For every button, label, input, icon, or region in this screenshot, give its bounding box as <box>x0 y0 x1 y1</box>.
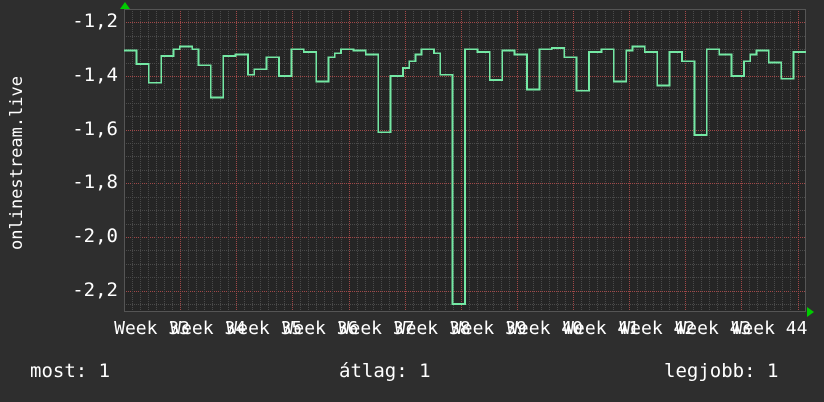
legend-row: most: 1 átlag: 1 legjobb: 1 <box>0 358 824 394</box>
data-series-line <box>124 45 806 305</box>
stat-average-value: 1 <box>419 360 431 382</box>
y-axis-tick-label: -2,2 <box>72 278 118 301</box>
y-axis-tick-label: -1,6 <box>72 117 118 140</box>
x-axis-tick-label: Week 39 <box>450 318 527 339</box>
y-axis-arrow-icon <box>120 2 130 9</box>
x-axis-tick-label: Week 34 <box>170 318 247 339</box>
plot-area <box>124 9 806 312</box>
plot-background <box>124 9 806 312</box>
y-axis-tick-label: -1,4 <box>72 64 118 87</box>
x-axis-tick-label: Week 33 <box>114 318 190 339</box>
y-axis-tick-label: -2,0 <box>72 224 118 247</box>
x-axis-tick-label: Week 43 <box>675 318 752 339</box>
stat-average: átlag: 1 <box>339 358 431 384</box>
stat-average-label: átlag: <box>339 360 408 382</box>
x-axis-tick-label: Week 41 <box>563 318 640 339</box>
x-axis-tick-label: Week 38 <box>394 318 471 339</box>
stat-now: most: 1 <box>30 358 110 384</box>
y-axis-tick-label: -1,2 <box>72 10 118 33</box>
x-axis-tick-label: Week 36 <box>282 318 359 339</box>
stat-now-value: 1 <box>98 360 111 382</box>
y-axis-tick-labels: -1,2 -1,4 -1,6 -1,8 -2,0 -2,2 <box>0 0 118 402</box>
y-axis-tick-label: -1,8 <box>72 171 118 194</box>
x-axis-tick-label: Week 44 <box>731 318 808 339</box>
stat-maximum: legjobb: 1 <box>664 358 778 384</box>
stat-maximum-value: 1 <box>766 360 779 382</box>
x-axis-tick-label: Week 35 <box>226 318 303 339</box>
x-axis-tick-label: Week 42 <box>619 318 696 339</box>
stat-maximum-label: legjobb: <box>664 360 756 382</box>
x-axis-tick-label: Week 37 <box>338 318 415 339</box>
x-axis-tick-label: Week 40 <box>507 318 583 339</box>
x-axis-arrow-icon <box>807 307 814 317</box>
x-axis-tick-labels: Week 33 Week 34 Week 35 Week 36 Week 37 Week … <box>0 318 824 342</box>
stat-now-label: most: <box>30 360 88 382</box>
